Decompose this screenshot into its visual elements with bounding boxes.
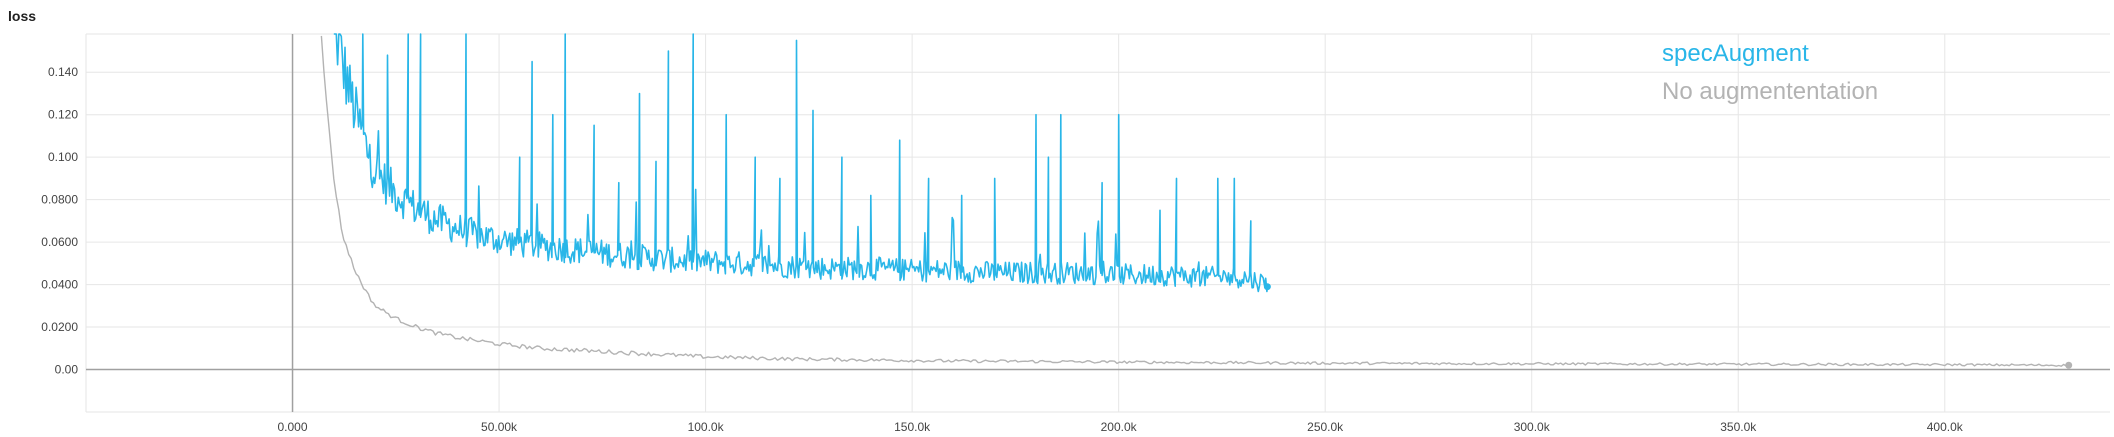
chart-title: loss — [8, 8, 37, 24]
y-tick-label: 0.0800 — [41, 193, 78, 207]
x-tick-label: 0.000 — [278, 420, 308, 434]
x-tick-label: 100.0k — [688, 420, 725, 434]
x-tick-label: 250.0k — [1307, 420, 1344, 434]
series-layer — [320, 33, 2073, 369]
x-tick-label: 400.0k — [1927, 420, 1964, 434]
series-line-no-augmentation — [320, 35, 2070, 367]
y-tick-label: 0.0600 — [41, 235, 78, 249]
x-tick-label: 150.0k — [894, 420, 931, 434]
x-tick-label: 350.0k — [1720, 420, 1757, 434]
y-tick-label: 0.00 — [55, 363, 79, 377]
legend-entry: No augmententation — [1662, 78, 1878, 105]
legend-entry: specAugment — [1662, 40, 1809, 67]
y-tick-label: 0.140 — [48, 65, 78, 79]
x-tick-label: 300.0k — [1514, 420, 1551, 434]
x-tick-label: 200.0k — [1101, 420, 1138, 434]
series-end-marker — [2065, 361, 2073, 369]
y-tick-label: 0.0400 — [41, 278, 78, 292]
y-tick-label: 0.100 — [48, 150, 78, 164]
x-tick-label: 50.00k — [481, 420, 518, 434]
y-tick-label: 0.120 — [48, 108, 78, 122]
series-end-marker — [1263, 283, 1271, 291]
axis-layer — [86, 34, 2110, 412]
tick-labels: 0.00 0.0200 0.0400 0.0600 0.0800 0.100 0.120 0.… — [41, 65, 1963, 434]
series-line-specaugment — [333, 33, 1269, 293]
y-tick-label: 0.0200 — [41, 320, 78, 334]
legend: specAugment No augmententation — [1662, 40, 1878, 105]
